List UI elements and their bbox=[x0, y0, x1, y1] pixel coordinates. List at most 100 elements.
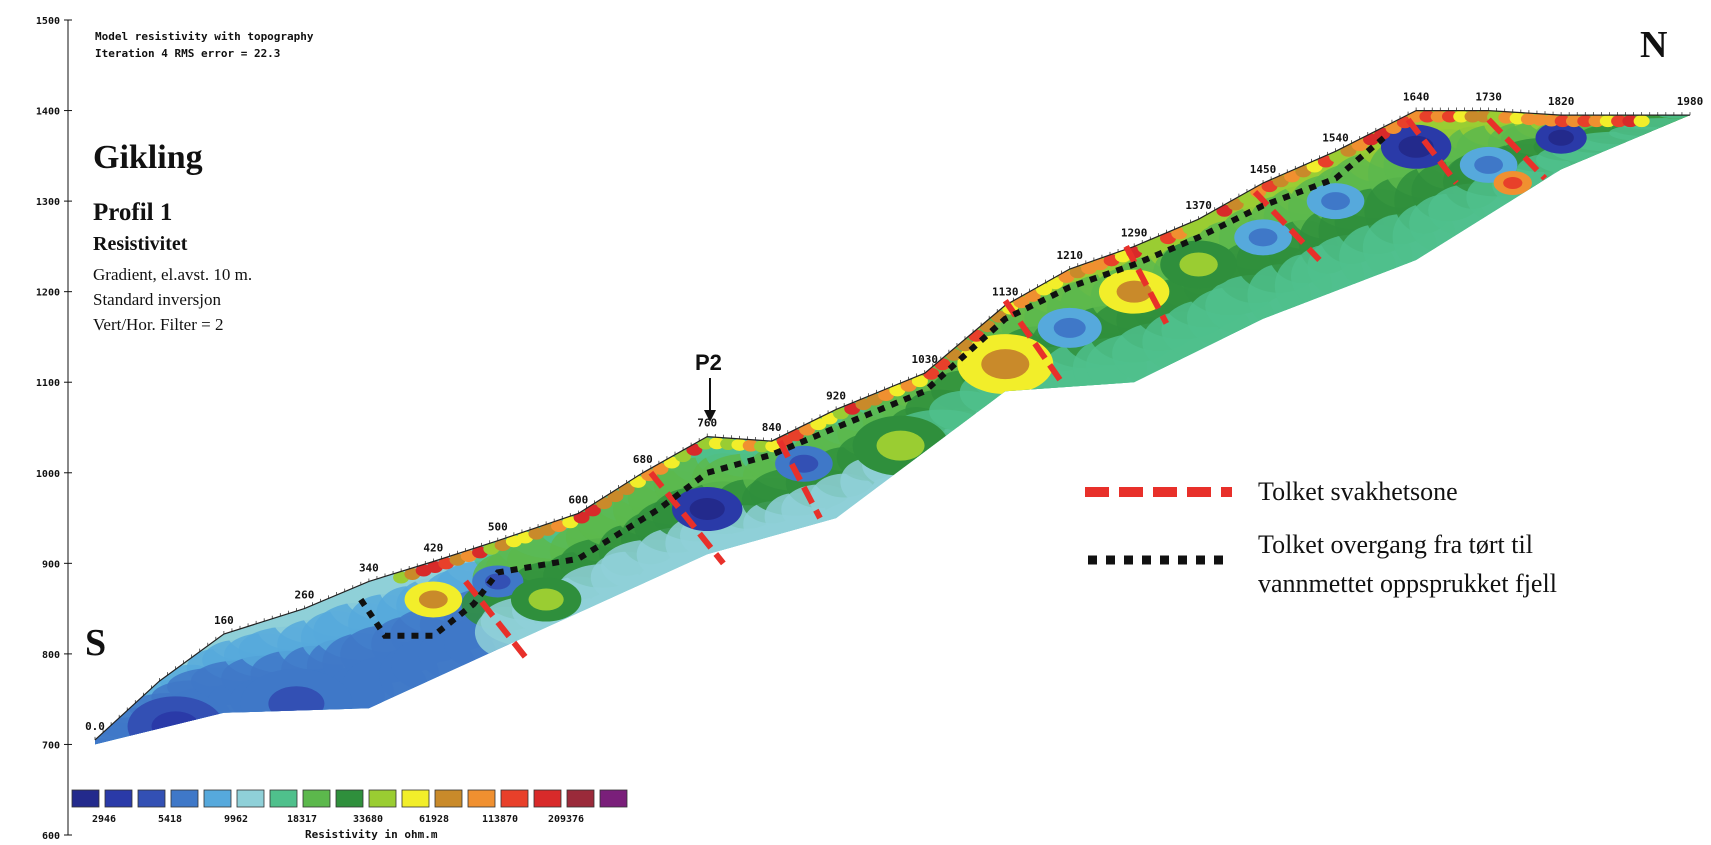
distance-label: 1210 bbox=[1056, 249, 1083, 262]
distance-label: 1640 bbox=[1403, 91, 1430, 104]
colorbar-tick-label: 113870 bbox=[482, 814, 518, 825]
legend-transition-label-1: Tolket overgang fra tørt til bbox=[1258, 530, 1533, 559]
colorbar-swatch bbox=[434, 789, 463, 808]
resistivity-anomaly-core bbox=[1179, 252, 1218, 277]
site-title: Gikling bbox=[93, 139, 203, 176]
near-surface-cell bbox=[1419, 110, 1436, 123]
colorbar-tick-label: 33680 bbox=[353, 814, 383, 825]
colorbar-swatch bbox=[203, 789, 232, 808]
near-surface-cell bbox=[911, 375, 928, 388]
weak-zone-line bbox=[648, 470, 726, 566]
weak-zone-line bbox=[463, 579, 533, 665]
colorbar-tick-label: 5418 bbox=[158, 814, 182, 825]
near-surface-cell bbox=[697, 437, 714, 450]
near-surface-cell bbox=[1216, 204, 1233, 217]
near-surface-cell bbox=[1430, 110, 1447, 123]
distance-labels: 0.0 160 260 340 420 500 600 680 760 840 920 1030 113… bbox=[85, 91, 1703, 733]
resistivity-section bbox=[94, 107, 1691, 745]
resistivity-anomaly-core bbox=[1503, 177, 1523, 189]
near-surface-cell bbox=[1588, 115, 1605, 128]
north-label: N bbox=[1640, 24, 1667, 66]
resistivity-anomaly-core bbox=[1248, 228, 1278, 247]
distance-label: 1980 bbox=[1677, 95, 1704, 108]
near-surface-cell bbox=[1227, 198, 1244, 211]
profile-title: Profil 1 bbox=[93, 199, 172, 226]
distance-label: 920 bbox=[826, 389, 846, 402]
near-surface-cell bbox=[754, 440, 770, 453]
distance-label: 1540 bbox=[1322, 131, 1349, 144]
y-tick-label: 900 bbox=[42, 559, 60, 570]
resistivity-anomaly-core bbox=[1548, 129, 1574, 146]
near-surface-cell bbox=[1329, 150, 1346, 163]
resistivity-anomaly-core bbox=[1116, 280, 1152, 303]
resistivity-anomaly-core bbox=[1053, 317, 1086, 338]
distance-label: 0.0 bbox=[85, 720, 105, 733]
distance-label: 600 bbox=[568, 494, 588, 507]
colorbar-swatch bbox=[401, 789, 430, 808]
quantity-title: Resistivitet bbox=[93, 233, 188, 255]
near-surface-cell bbox=[1193, 217, 1210, 230]
colorbar-swatch bbox=[269, 789, 298, 808]
y-tick-label: 1100 bbox=[36, 378, 60, 389]
colorbar-title: Resistivity in ohm.m bbox=[305, 828, 438, 841]
detail-line-2: Standard inversjon bbox=[93, 290, 221, 309]
colorbar-swatch bbox=[137, 789, 166, 808]
colorbar-swatch bbox=[104, 789, 133, 808]
colorbar-swatch bbox=[533, 789, 562, 808]
near-surface-cell bbox=[1363, 133, 1379, 146]
near-surface-cell bbox=[1441, 110, 1458, 123]
distance-label: 260 bbox=[295, 589, 315, 602]
near-surface-cell bbox=[1453, 110, 1470, 123]
colorbar-swatch bbox=[566, 789, 595, 808]
near-surface-cell bbox=[923, 367, 940, 380]
resistivity-anomaly bbox=[127, 696, 224, 745]
topography-line bbox=[94, 109, 1690, 741]
resistivity-anomaly-core bbox=[268, 686, 325, 722]
near-surface-cell bbox=[1633, 115, 1650, 128]
model-texture bbox=[95, 110, 1690, 745]
colorbar-swatch bbox=[368, 789, 397, 808]
near-surface-cell bbox=[1577, 115, 1594, 128]
distance-label: 1130 bbox=[992, 285, 1019, 298]
near-surface-cell bbox=[1408, 110, 1425, 123]
near-surface-cell bbox=[1013, 296, 1030, 309]
colorbar-tick-label: 61928 bbox=[419, 814, 449, 825]
resistivity-anomaly-core bbox=[151, 711, 200, 742]
y-tick-label: 1000 bbox=[36, 469, 60, 480]
near-surface-cell bbox=[945, 348, 962, 361]
header-line-2: Iteration 4 RMS error = 22.3 bbox=[95, 47, 280, 60]
interpretation-lines bbox=[358, 117, 1548, 665]
header-line-1: Model resistivity with topography bbox=[95, 30, 314, 43]
near-surface-cell bbox=[1024, 289, 1041, 302]
near-surface-cell bbox=[787, 429, 804, 442]
y-tick-label: 700 bbox=[42, 740, 60, 751]
near-surface-cell bbox=[686, 443, 703, 456]
distance-label: 760 bbox=[697, 417, 717, 430]
near-surface-cell bbox=[1340, 144, 1357, 157]
detail-line-1: Gradient, el.avst. 10 m. bbox=[93, 265, 252, 284]
distance-label: 160 bbox=[214, 614, 234, 627]
colorbar-swatch bbox=[71, 789, 100, 808]
colorbar-swatch bbox=[236, 789, 265, 808]
near-surface-cell bbox=[1611, 115, 1628, 128]
y-tick-label: 600 bbox=[42, 831, 60, 842]
colorbar-swatch bbox=[170, 789, 199, 808]
legend: Tolket svakhetsone Tolket overgang fra t… bbox=[1085, 477, 1557, 598]
near-surface-cell bbox=[1238, 192, 1255, 205]
near-surface-cell bbox=[1374, 127, 1391, 140]
colorbar-tick-label: 2946 bbox=[92, 814, 116, 825]
distance-label: 1290 bbox=[1121, 226, 1148, 239]
colorbar-swatch bbox=[599, 789, 628, 808]
near-surface-cell bbox=[1205, 211, 1222, 224]
colorbar-swatch bbox=[467, 789, 496, 808]
near-surface-cell bbox=[810, 418, 827, 431]
near-surface-cell bbox=[1351, 139, 1368, 152]
legend-transition-label-2: vannmettet oppsprukket fjell bbox=[1258, 569, 1557, 598]
y-tick-label: 1500 bbox=[36, 16, 60, 27]
resistivity-anomaly-core bbox=[981, 349, 1030, 380]
near-surface-cell bbox=[1035, 283, 1052, 296]
detail-line-3: Vert/Hor. Filter = 2 bbox=[93, 315, 223, 334]
resistivity-anomaly-core bbox=[876, 430, 925, 461]
resistivity-anomaly-core bbox=[1474, 155, 1504, 174]
